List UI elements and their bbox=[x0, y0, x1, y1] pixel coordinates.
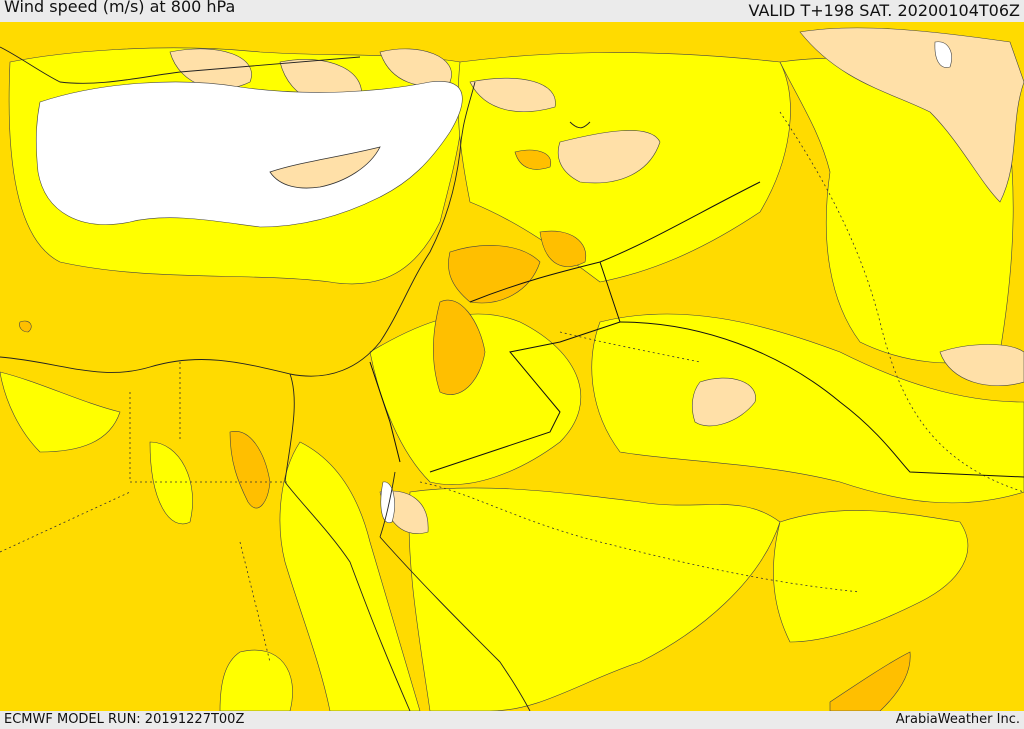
island-cyprus bbox=[269, 146, 381, 189]
header-bar: Wind speed (m/s) at 800 hPa VALID T+198 … bbox=[0, 0, 1024, 22]
map-title: Wind speed (m/s) at 800 hPa bbox=[4, 0, 236, 16]
boundaries bbox=[369, 181, 1024, 478]
wind-speed-map bbox=[0, 22, 1024, 711]
coastlines bbox=[0, 46, 591, 711]
valid-time: VALID T+198 SAT. 20200104T06Z bbox=[748, 1, 1020, 20]
footer-bar: ECMWF MODEL RUN: 20191227T00Z ArabiaWeat… bbox=[0, 711, 1024, 729]
field-white bbox=[35, 41, 952, 524]
borders bbox=[0, 111, 1024, 663]
model-run: ECMWF MODEL RUN: 20191227T00Z bbox=[4, 712, 245, 727]
field-peach bbox=[169, 27, 1024, 534]
field-amber bbox=[19, 149, 911, 711]
credit: ArabiaWeather Inc. bbox=[895, 712, 1020, 727]
